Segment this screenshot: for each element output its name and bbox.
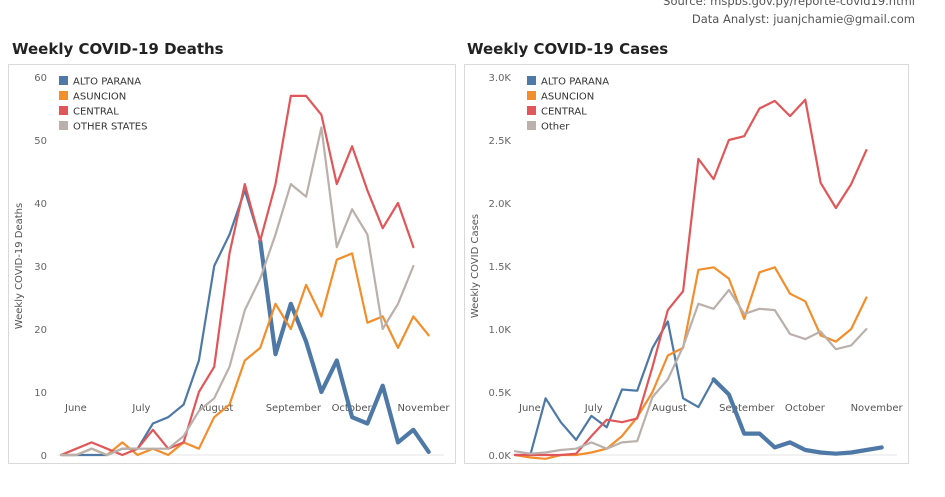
y-tick-label: 40: [34, 199, 47, 210]
legend-label-alto-parana: ALTO PARANA: [541, 77, 609, 88]
series-line-central: [59, 94, 415, 457]
legend-swatch-asuncion: [527, 91, 536, 100]
cases-chart: 0.0K 0.5K 1.0K 1.5K 2.0K 2.5K 3.0K Weekly COVID…: [470, 73, 904, 462]
series-line-central: [513, 98, 868, 457]
y-tick-label: 50: [34, 136, 47, 147]
y-tick-label: 0.0K: [489, 451, 512, 462]
legend-label-central: CENTRAL: [73, 107, 119, 118]
x-tick-label-november: November: [397, 403, 450, 414]
series-line-alto-parana: [59, 189, 430, 457]
y-tick-label: 0: [41, 451, 47, 462]
y-tick-label: 1.5K: [489, 262, 512, 273]
y-axis-label: Weekly COVID Cases: [470, 214, 481, 318]
x-tick-label-june: June: [518, 403, 541, 414]
cases-chart-title: Weekly COVID-19 Cases: [467, 40, 669, 58]
legend-label-other: Other: [541, 122, 570, 133]
x-tick-label-october: October: [332, 403, 373, 414]
y-tick-label: 2.0K: [489, 199, 512, 210]
series-line-asuncion: [59, 252, 430, 457]
legend-label-central: CENTRAL: [541, 107, 587, 118]
legend-label-asuncion: ASUNCION: [541, 92, 594, 103]
y-axis-label: Weekly COVID-19 Deaths: [14, 203, 25, 329]
series-line-highlight-alto-parana: [711, 377, 884, 456]
legend-swatch-alto-parana: [527, 76, 536, 85]
x-tick-label-september: September: [719, 403, 775, 414]
legend-label-other-states: OTHER STATES: [73, 122, 147, 133]
x-tick-label-july: July: [584, 403, 603, 414]
legend-swatch-other-states: [59, 121, 68, 130]
x-tick-label-august: August: [652, 403, 687, 414]
y-tick-label: 0.5K: [489, 388, 512, 399]
y-tick-label: 3.0K: [489, 73, 512, 84]
legend-label-asuncion: ASUNCION: [73, 92, 126, 103]
series-line-other: [513, 288, 868, 455]
legend-swatch-other: [527, 121, 536, 130]
y-tick-label: 60: [34, 73, 47, 84]
y-tick-label: 10: [34, 388, 47, 399]
deaths-chart-panel: 0 10 20 30 40 50 60 Weekly COVID-19 Deaths June…: [8, 64, 456, 464]
series-line-other-states: [59, 126, 415, 457]
legend-swatch-alto-parana: [59, 76, 68, 85]
y-tick-label: 30: [34, 262, 47, 273]
x-tick-label-june: June: [64, 403, 87, 414]
legend-swatch-asuncion: [59, 91, 68, 100]
x-tick-label-july: July: [131, 403, 150, 414]
legend-swatch-central: [527, 106, 536, 115]
y-tick-label: 20: [34, 325, 47, 336]
legend-swatch-central: [59, 106, 68, 115]
x-tick-label-october: October: [785, 403, 826, 414]
series-line-alto-parana: [513, 320, 883, 457]
y-tick-label: 1.0K: [489, 325, 512, 336]
x-tick-label-august: August: [198, 403, 233, 414]
y-tick-label: 2.5K: [489, 136, 512, 147]
source-line: Source: mspbs.gov.py/reporte-covid19.htm…: [663, 0, 915, 8]
deaths-chart-title: Weekly COVID-19 Deaths: [12, 40, 224, 58]
cases-chart-panel: 0.0K 0.5K 1.0K 1.5K 2.0K 2.5K 3.0K Weekly COVID…: [464, 64, 909, 464]
series-line-highlight-alto-parana: [258, 238, 431, 454]
analyst-line: Data Analyst: juanjchamie@gmail.com: [691, 12, 915, 26]
legend-label-alto-parana: ALTO PARANA: [73, 77, 141, 88]
x-tick-label-september: September: [266, 403, 322, 414]
x-tick-label-november: November: [851, 403, 904, 414]
deaths-chart: 0 10 20 30 40 50 60 Weekly COVID-19 Deaths June…: [14, 73, 450, 462]
